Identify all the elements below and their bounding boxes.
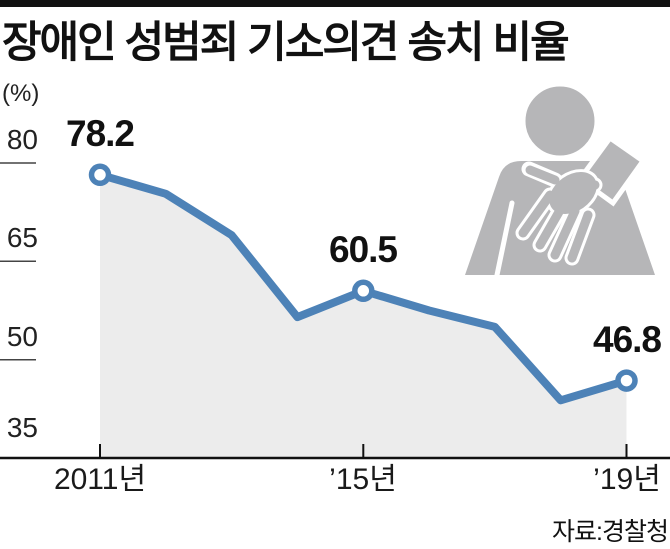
y-axis-tick-label: 50 xyxy=(6,321,38,352)
x-axis-tick-label: ’15년 xyxy=(329,463,397,496)
data-value-label: 46.8 xyxy=(592,319,662,360)
data-point-marker xyxy=(352,279,375,303)
area-fill xyxy=(100,174,627,459)
head-shape xyxy=(520,85,600,161)
x-axis-tick-label: 2011년 xyxy=(53,463,147,496)
chart-title: 장애인 성범죄 기소의견 송치 비율 xyxy=(2,19,570,67)
data-point-marker xyxy=(615,369,638,392)
y-axis-tick-label: 65 xyxy=(6,222,38,253)
top-rule xyxy=(0,0,670,7)
data-value-label: 60.5 xyxy=(328,229,398,270)
person-groping-hand-icon xyxy=(465,85,655,275)
source-label: 자료:경찰청 xyxy=(552,518,669,546)
fingers xyxy=(518,165,600,263)
data-value-label: 78.2 xyxy=(65,113,135,154)
data-point-marker xyxy=(88,163,112,187)
y-axis-tick-label: 80 xyxy=(6,124,38,155)
y-axis-unit-label: (%) xyxy=(2,80,40,107)
arm-slit xyxy=(494,200,515,275)
x-axis-tick-label: ’19년 xyxy=(593,463,661,496)
y-axis-tick-label: 35 xyxy=(6,412,38,443)
